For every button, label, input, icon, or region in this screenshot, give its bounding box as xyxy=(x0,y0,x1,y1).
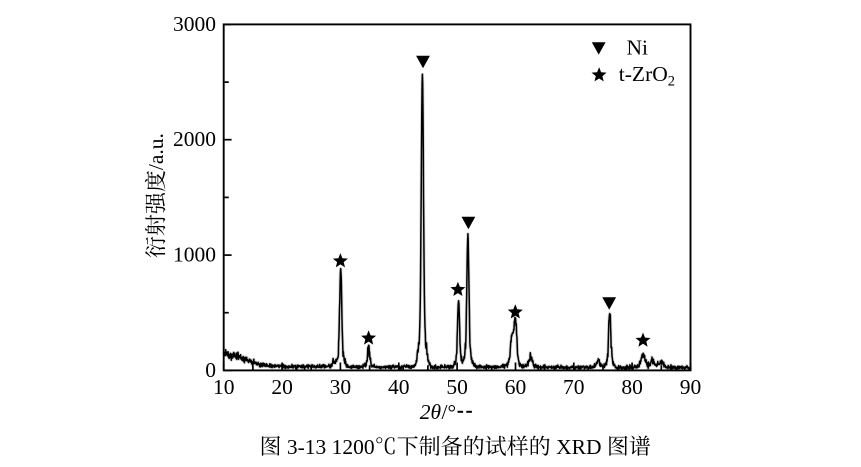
svg-text:1000: 1000 xyxy=(173,243,216,267)
svg-text:90: 90 xyxy=(680,375,702,399)
svg-text:/a.u.: /a.u. xyxy=(144,133,168,170)
svg-text:50: 50 xyxy=(446,375,468,399)
svg-text:60: 60 xyxy=(505,375,527,399)
svg-text:Ni: Ni xyxy=(627,36,649,60)
svg-text:/°: /° xyxy=(442,400,457,424)
svg-text:80: 80 xyxy=(621,375,643,399)
svg-text:20: 20 xyxy=(271,375,293,399)
svg-text:XRD: XRD xyxy=(556,435,601,459)
svg-text:2000: 2000 xyxy=(173,127,216,151)
svg-text:0: 0 xyxy=(205,358,216,382)
svg-text:40: 40 xyxy=(388,375,410,399)
svg-text:10: 10 xyxy=(213,375,235,399)
svg-text:t-ZrO2: t-ZrO2 xyxy=(619,62,675,90)
svg-text:3000: 3000 xyxy=(173,12,216,36)
svg-text:70: 70 xyxy=(563,375,585,399)
svg-text:3-13 1200: 3-13 1200 xyxy=(287,435,375,459)
svg-text:2θ: 2θ xyxy=(420,400,442,424)
svg-text:30: 30 xyxy=(330,375,352,399)
